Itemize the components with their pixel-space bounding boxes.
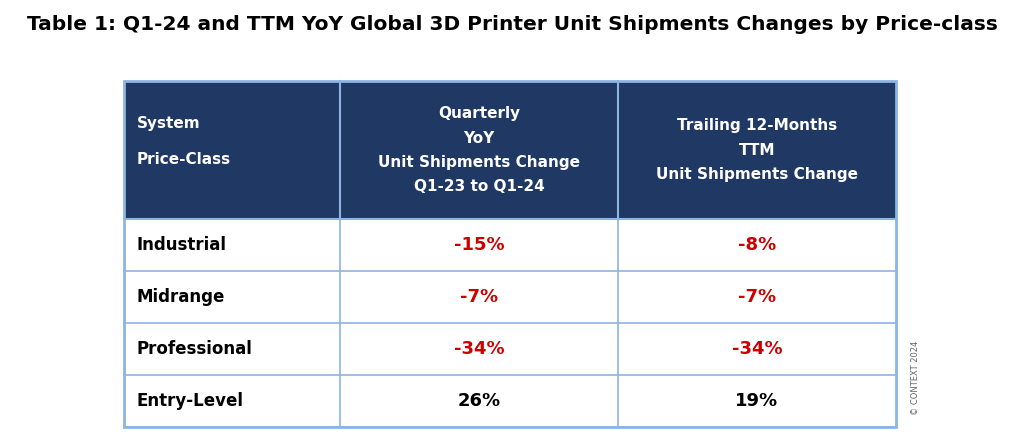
Text: Q1-23 to Q1-24: Q1-23 to Q1-24 <box>414 179 545 194</box>
Text: Unit Shipments Change: Unit Shipments Change <box>656 167 858 182</box>
Text: Midrange: Midrange <box>136 288 225 306</box>
Text: © CONTEXT 2024: © CONTEXT 2024 <box>911 341 920 415</box>
Text: 19%: 19% <box>735 392 778 410</box>
Text: -8%: -8% <box>738 236 776 254</box>
Text: Table 1: Q1-24 and TTM YoY Global 3D Printer Unit Shipments Changes by Price-cla: Table 1: Q1-24 and TTM YoY Global 3D Pri… <box>27 15 997 34</box>
Text: -7%: -7% <box>738 288 776 306</box>
Text: -34%: -34% <box>454 340 504 358</box>
Text: Price-Class: Price-Class <box>136 152 230 167</box>
Text: -15%: -15% <box>454 236 504 254</box>
Text: 26%: 26% <box>458 392 501 410</box>
Text: System: System <box>136 116 200 131</box>
Text: Entry-Level: Entry-Level <box>136 392 244 410</box>
Text: -34%: -34% <box>732 340 782 358</box>
Text: YoY: YoY <box>464 131 495 146</box>
Text: Quarterly: Quarterly <box>438 106 520 121</box>
Text: Trailing 12-Months: Trailing 12-Months <box>677 119 838 133</box>
Text: TTM: TTM <box>738 143 775 158</box>
Text: Professional: Professional <box>136 340 252 358</box>
Text: -7%: -7% <box>460 288 498 306</box>
Text: Industrial: Industrial <box>136 236 226 254</box>
Text: Unit Shipments Change: Unit Shipments Change <box>378 155 580 170</box>
